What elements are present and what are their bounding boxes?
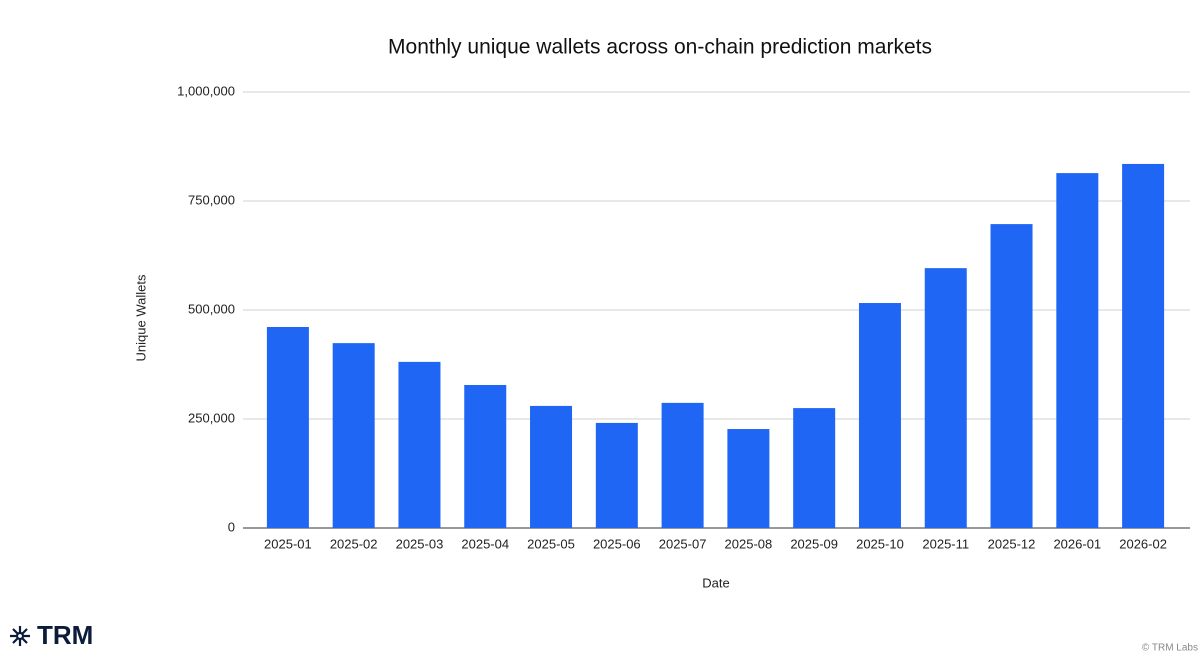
y-tick-label: 1,000,000	[177, 83, 235, 98]
bar	[1056, 173, 1099, 528]
y-tick-label: 0	[228, 519, 235, 534]
bar	[727, 429, 770, 528]
bar	[266, 327, 309, 528]
x-tick-label: 2025-02	[330, 536, 378, 551]
x-tick-label: 2025-07	[659, 536, 707, 551]
x-tick-label: 2025-09	[790, 536, 838, 551]
logo-icon	[10, 626, 30, 646]
x-tick-label: 2025-11	[922, 536, 969, 551]
y-tick-label: 250,000	[188, 410, 235, 425]
x-tick-label: 2026-01	[1053, 536, 1101, 551]
x-tick-label: 2025-05	[527, 536, 575, 551]
y-tick-label: 750,000	[188, 192, 235, 207]
bar	[464, 384, 507, 528]
bar	[990, 224, 1033, 528]
x-tick-label: 2025-01	[264, 536, 312, 551]
bar	[1122, 163, 1165, 528]
credit: © TRM Labs	[1142, 643, 1198, 654]
x-tick-label: 2025-04	[461, 536, 509, 551]
x-tick-label: 2025-10	[856, 536, 904, 551]
bar	[793, 408, 836, 528]
x-tick-label: 2025-12	[988, 536, 1036, 551]
bar	[858, 303, 901, 528]
bar	[332, 343, 375, 528]
bar	[924, 268, 967, 528]
bar	[595, 422, 638, 528]
bar	[530, 405, 573, 528]
x-tick-label: 2025-06	[593, 536, 641, 551]
y-axis-title: Unique Wallets	[133, 274, 148, 361]
y-tick-label: 500,000	[188, 301, 235, 316]
x-tick-label: 2025-03	[396, 536, 444, 551]
bar	[398, 361, 441, 528]
x-tick-label: 2026-02	[1119, 536, 1167, 551]
bar	[661, 402, 704, 528]
x-axis-title: Date	[702, 575, 729, 590]
logo-text: TRM	[37, 620, 93, 650]
x-tick-label: 2025-08	[725, 536, 773, 551]
chart-title: Monthly unique wallets across on-chain p…	[388, 36, 932, 59]
